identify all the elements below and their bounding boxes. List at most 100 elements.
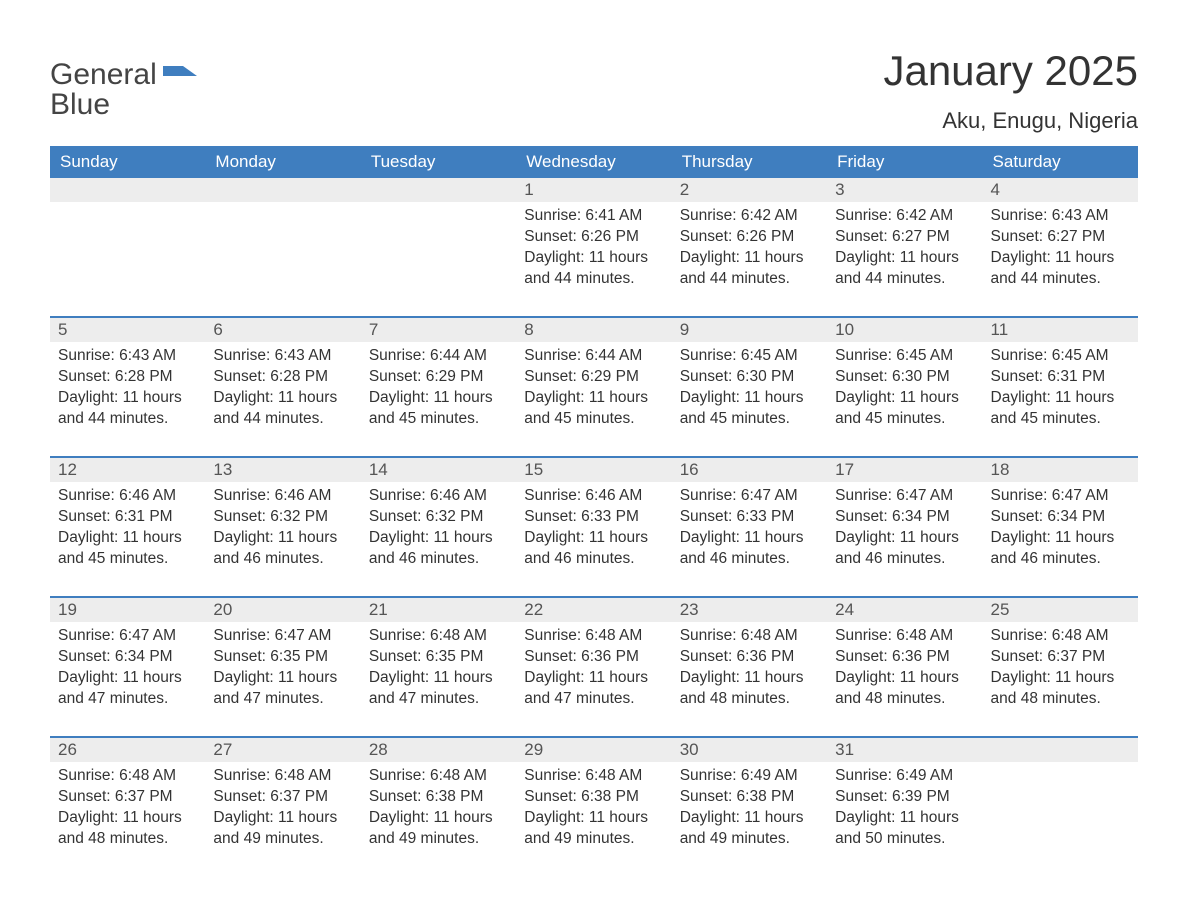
sunset-line: Sunset: 6:38 PM [680, 787, 819, 808]
day-number: 11 [983, 318, 1138, 342]
day-details: Sunrise: 6:43 AMSunset: 6:27 PMDaylight:… [983, 206, 1134, 290]
day-details: Sunrise: 6:46 AMSunset: 6:32 PMDaylight:… [205, 486, 356, 570]
daylight-line: Daylight: 11 hours and 45 minutes. [991, 388, 1130, 430]
daylight-line: Daylight: 11 hours and 49 minutes. [369, 808, 508, 850]
dayhead-saturday: Saturday [983, 146, 1138, 178]
day-details: Sunrise: 6:48 AMSunset: 6:38 PMDaylight:… [516, 766, 667, 850]
location-label: Aku, Enugu, Nigeria [883, 108, 1138, 134]
sunset-line: Sunset: 6:30 PM [680, 367, 819, 388]
daylight-line: Daylight: 11 hours and 48 minutes. [991, 668, 1130, 710]
calendar-cell: 30Sunrise: 6:49 AMSunset: 6:38 PMDayligh… [672, 738, 827, 876]
sunset-line: Sunset: 6:33 PM [524, 507, 663, 528]
sunrise-line: Sunrise: 6:48 AM [524, 766, 663, 787]
calendar-cell: 5 Sunrise: 6:43 AMSunset: 6:28 PMDaylight… [50, 318, 205, 456]
day-details: Sunrise: 6:48 AMSunset: 6:35 PMDaylight:… [361, 626, 512, 710]
day-details: Sunrise: 6:48 AMSunset: 6:36 PMDaylight:… [827, 626, 978, 710]
day-number: 7 [361, 318, 516, 342]
calendar-cell: 1 Sunrise: 6:41 AMSunset: 6:26 PMDaylight… [516, 178, 671, 316]
daylight-line: Daylight: 11 hours and 50 minutes. [835, 808, 974, 850]
dayhead-sunday: Sunday [50, 146, 205, 178]
calendar-cell: 7Sunrise: 6:44 AMSunset: 6:29 PMDaylight… [361, 318, 516, 456]
dayhead-tuesday: Tuesday [361, 146, 516, 178]
sunset-line: Sunset: 6:26 PM [680, 227, 819, 248]
sunset-line: Sunset: 6:34 PM [835, 507, 974, 528]
daylight-line: Daylight: 11 hours and 48 minutes. [680, 668, 819, 710]
sunrise-line: Sunrise: 6:46 AM [58, 486, 197, 507]
day-details: Sunrise: 6:41 AMSunset: 6:26 PMDaylight:… [516, 206, 667, 290]
day-number: 31 [827, 738, 982, 762]
day-number: 5 [50, 318, 205, 342]
daylight-line: Daylight: 11 hours and 44 minutes. [524, 248, 663, 290]
day-details: Sunrise: 6:48 AMSunset: 6:37 PMDaylight:… [50, 766, 201, 850]
day-number: 1 [516, 178, 671, 202]
day-details: Sunrise: 6:47 AMSunset: 6:35 PMDaylight:… [205, 626, 356, 710]
sunrise-line: Sunrise: 6:48 AM [680, 626, 819, 647]
day-number: 21 [361, 598, 516, 622]
sunset-line: Sunset: 6:33 PM [680, 507, 819, 528]
calendar-cell: 21 Sunrise: 6:48 AMSunset: 6:35 PMDayligh… [361, 598, 516, 736]
calendar-week: 26 Sunrise: 6:48 AMSunset: 6:37 PMDayligh… [50, 736, 1138, 876]
sunrise-line: Sunrise: 6:48 AM [213, 766, 352, 787]
logo-word-blue: Blue [50, 88, 110, 121]
calendar-cell: 31Sunrise: 6:49 AMSunset: 6:39 PMDayligh… [827, 738, 982, 876]
sunset-line: Sunset: 6:36 PM [835, 647, 974, 668]
daylight-line: Daylight: 11 hours and 49 minutes. [524, 808, 663, 850]
day-details: Sunrise: 6:44 AMSunset: 6:29 PMDaylight:… [516, 346, 667, 430]
sunset-line: Sunset: 6:32 PM [369, 507, 508, 528]
calendar-grid: Sunday Monday Tuesday Wednesday Thursday… [50, 146, 1138, 876]
day-details: Sunrise: 6:46 AMSunset: 6:32 PMDaylight:… [361, 486, 512, 570]
sunrise-line: Sunrise: 6:43 AM [58, 346, 197, 367]
daylight-line: Daylight: 11 hours and 48 minutes. [835, 668, 974, 710]
day-details: Sunrise: 6:48 AMSunset: 6:36 PMDaylight:… [672, 626, 823, 710]
day-header-row: Sunday Monday Tuesday Wednesday Thursday… [50, 146, 1138, 178]
sunrise-line: Sunrise: 6:49 AM [680, 766, 819, 787]
day-number: 18 [983, 458, 1138, 482]
calendar-cell: 22Sunrise: 6:48 AMSunset: 6:36 PMDayligh… [516, 598, 671, 736]
dayhead-wednesday: Wednesday [516, 146, 671, 178]
sunset-line: Sunset: 6:29 PM [369, 367, 508, 388]
page-header: General Blue January 2025 Aku, Enugu, Ni… [50, 48, 1138, 134]
daylight-line: Daylight: 11 hours and 44 minutes. [835, 248, 974, 290]
calendar-cell: 8 Sunrise: 6:44 AMSunset: 6:29 PMDaylight… [516, 318, 671, 456]
calendar-cell-empty [50, 178, 205, 316]
sunrise-line: Sunrise: 6:46 AM [213, 486, 352, 507]
sunrise-line: Sunrise: 6:42 AM [835, 206, 974, 227]
daylight-line: Daylight: 11 hours and 44 minutes. [680, 248, 819, 290]
daylight-line: Daylight: 11 hours and 47 minutes. [213, 668, 352, 710]
sunset-line: Sunset: 6:31 PM [991, 367, 1130, 388]
daylight-line: Daylight: 11 hours and 46 minutes. [524, 528, 663, 570]
calendar-cell: 27Sunrise: 6:48 AMSunset: 6:37 PMDayligh… [205, 738, 360, 876]
calendar-cell: 29Sunrise: 6:48 AMSunset: 6:38 PMDayligh… [516, 738, 671, 876]
day-number: 4 [983, 178, 1138, 202]
daylight-line: Daylight: 11 hours and 44 minutes. [213, 388, 352, 430]
sunset-line: Sunset: 6:36 PM [524, 647, 663, 668]
sunrise-line: Sunrise: 6:48 AM [524, 626, 663, 647]
calendar-cell: 13Sunrise: 6:46 AMSunset: 6:32 PMDayligh… [205, 458, 360, 596]
logo-text-block: General Blue [50, 60, 197, 120]
daylight-line: Daylight: 11 hours and 46 minutes. [680, 528, 819, 570]
daylight-line: Daylight: 11 hours and 46 minutes. [213, 528, 352, 570]
day-number: 26 [50, 738, 205, 762]
calendar-cell: 14Sunrise: 6:46 AMSunset: 6:32 PMDayligh… [361, 458, 516, 596]
calendar-cell: 26 Sunrise: 6:48 AMSunset: 6:37 PMDayligh… [50, 738, 205, 876]
day-number: 24 [827, 598, 982, 622]
calendar-cell-empty [205, 178, 360, 316]
calendar-cell: 4 Sunrise: 6:43 AMSunset: 6:27 PMDaylight… [983, 178, 1138, 316]
day-details: Sunrise: 6:45 AMSunset: 6:30 PMDaylight:… [827, 346, 978, 430]
day-number: 22 [516, 598, 671, 622]
sunrise-line: Sunrise: 6:43 AM [991, 206, 1130, 227]
day-number: 8 [516, 318, 671, 342]
calendar-week: 12Sunrise: 6:46 AMSunset: 6:31 PMDayligh… [50, 456, 1138, 596]
dayhead-monday: Monday [205, 146, 360, 178]
sunset-line: Sunset: 6:28 PM [213, 367, 352, 388]
day-details: Sunrise: 6:47 AMSunset: 6:34 PMDaylight:… [50, 626, 201, 710]
day-details: Sunrise: 6:43 AMSunset: 6:28 PMDaylight:… [50, 346, 201, 430]
daylight-line: Daylight: 11 hours and 46 minutes. [369, 528, 508, 570]
day-number [205, 178, 360, 202]
sunset-line: Sunset: 6:26 PM [524, 227, 663, 248]
calendar-page: General Blue January 2025 Aku, Enugu, Ni… [0, 0, 1188, 916]
day-number: 2 [672, 178, 827, 202]
daylight-line: Daylight: 11 hours and 49 minutes. [680, 808, 819, 850]
sunset-line: Sunset: 6:27 PM [835, 227, 974, 248]
calendar-cell: 19Sunrise: 6:47 AMSunset: 6:34 PMDayligh… [50, 598, 205, 736]
